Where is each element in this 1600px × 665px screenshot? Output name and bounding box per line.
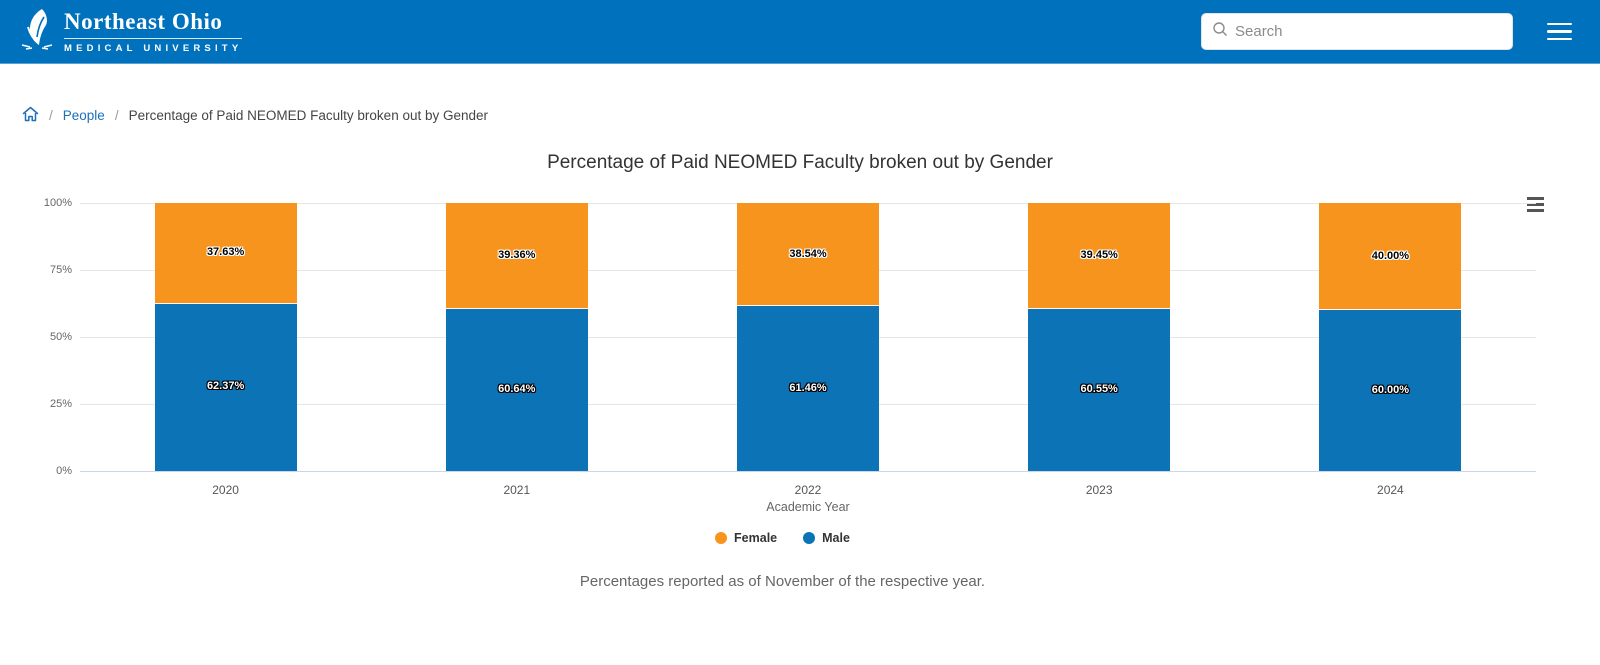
bar-segment-female-2020[interactable]: 37.63%	[154, 203, 297, 304]
logo-name: Northeast Ohio	[64, 9, 243, 39]
bar-segment-male-2021[interactable]: 60.64%	[445, 308, 588, 471]
breadcrumb-separator: /	[49, 108, 53, 123]
bar-data-label: 38.54%	[789, 247, 827, 260]
chart-title: Percentage of Paid NEOMED Faculty broken…	[547, 152, 1053, 173]
menu-icon[interactable]	[1547, 19, 1572, 45]
plot-area: 0% 25% 50% 75% 100% 62.37% 37.63% 2020 60.64% 39.…	[44, 197, 1536, 497]
site-header: Northeast Ohio MEDICAL UNIVERSITY	[0, 0, 1600, 64]
x-axis-tick-label: 2022	[794, 483, 822, 497]
search-icon	[1212, 21, 1228, 42]
chart-caption: Percentages reported as of November of t…	[579, 573, 986, 590]
gridline	[80, 471, 1536, 472]
university-logo[interactable]: Northeast Ohio MEDICAL UNIVERSITY	[18, 7, 243, 56]
bar-data-label: 61.46%	[789, 381, 827, 394]
home-icon[interactable]	[22, 106, 39, 125]
legend-marker-icon	[803, 532, 816, 544]
bar-segment-male-2022[interactable]: 61.46%	[737, 306, 879, 471]
bar-segment-female-2021[interactable]: 39.36%	[445, 203, 588, 309]
chart: 0% 25% 50% 75% 100% 62.37% 37.63% 2020 60.64% 39.…	[0, 174, 1600, 614]
y-axis-tick-label: 50%	[49, 331, 72, 343]
search-box[interactable]	[1201, 13, 1513, 50]
bar-data-label: 39.45%	[1080, 248, 1118, 261]
bar-segment-male-2023[interactable]: 60.55%	[1028, 308, 1171, 471]
x-axis-tick-label: 2020	[212, 483, 239, 497]
legend-label: Male	[822, 531, 850, 545]
bar-data-label: 60.64%	[498, 382, 536, 395]
breadcrumb-separator: /	[114, 108, 119, 123]
legend-marker-icon	[715, 532, 728, 544]
breadcrumb-current-page: Percentage of Paid NEOMED Faculty broken…	[128, 108, 489, 123]
legend-item-female[interactable]: Female	[715, 531, 777, 545]
x-axis-tick-label: 2023	[1085, 483, 1113, 497]
bar-segment-female-2024[interactable]: 40.00%	[1319, 203, 1462, 311]
breadcrumb-link-people[interactable]: People	[62, 108, 105, 123]
bar-segment-male-2024[interactable]: 60.00%	[1319, 310, 1462, 471]
bar-segment-female-2022[interactable]: 38.54%	[737, 203, 879, 307]
bar-data-label: 60.55%	[1080, 382, 1118, 395]
x-axis-title: Academic Year	[766, 500, 850, 514]
bar-segment-male-2020[interactable]: 62.37%	[154, 303, 297, 471]
bar-data-label: 37.63%	[206, 246, 245, 259]
search-input[interactable]	[1235, 23, 1502, 40]
bar-data-label: 62.37%	[206, 380, 245, 393]
feather-logo-icon	[18, 7, 56, 56]
y-axis-tick-label: 0%	[56, 465, 72, 477]
bar-data-label: 39.36%	[498, 248, 536, 261]
legend-item-male[interactable]: Male	[803, 531, 850, 545]
y-axis-tick-label: 25%	[49, 398, 72, 410]
x-axis-tick-label: 2024	[1377, 483, 1404, 497]
chart-context-menu-icon[interactable]	[1524, 194, 1547, 215]
breadcrumb: / People / Percentage of Paid NEOMED Fac…	[0, 64, 1600, 125]
bar-data-label: 60.00%	[1371, 383, 1410, 396]
legend-label: Female	[734, 531, 778, 545]
bar-segment-female-2023[interactable]: 39.45%	[1028, 203, 1171, 309]
chart-legend: Female Male	[0, 531, 1565, 545]
logo-subtitle: MEDICAL UNIVERSITY	[64, 43, 243, 54]
x-axis-tick-label: 2021	[503, 483, 531, 497]
y-axis-tick-label: 100%	[43, 197, 72, 209]
bar-data-label: 40.00%	[1371, 249, 1410, 262]
y-axis-tick-label: 75%	[49, 264, 72, 276]
